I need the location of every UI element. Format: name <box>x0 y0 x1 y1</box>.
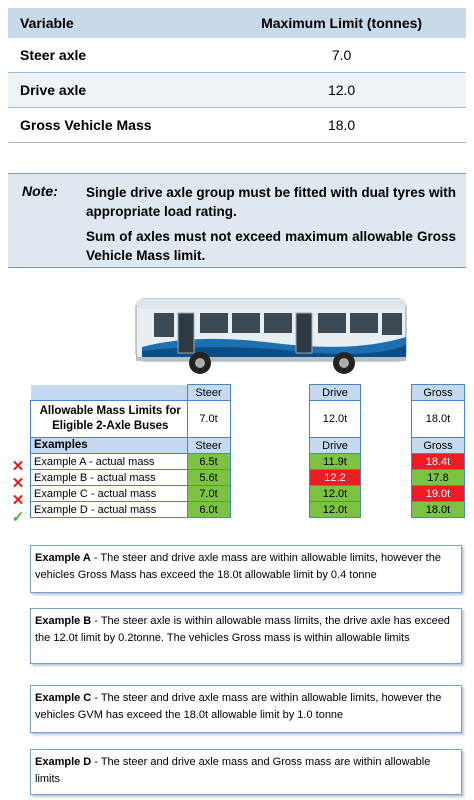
drive-value-over: 12.2 <box>309 469 361 486</box>
steer-value: 7.0t <box>186 485 231 502</box>
variable-header: Variable <box>8 8 218 38</box>
drive-limit: 12.0t <box>309 400 361 438</box>
example-title: Example D <box>35 756 92 768</box>
example-d-box: Example D - The steer and drive axle mas… <box>30 749 462 795</box>
example-title: Example B <box>35 615 92 627</box>
gross-mass-table: Gross 18.0t Gross 18.4t 17.8 19.0t 18.0t <box>411 384 465 518</box>
example-label: Example B - actual mass <box>30 469 188 486</box>
drive-value: 11.9t <box>309 453 361 470</box>
limit-cell: 18.0 <box>217 107 466 143</box>
axle-limits-table: Variable Maximum Limit (tonnes) Steer ax… <box>8 8 466 143</box>
limits-row: Drive axle 12.0 <box>8 72 466 108</box>
gross-value: 18.0t <box>411 501 465 518</box>
example-label: Example D - actual mass <box>30 501 188 518</box>
steer-header: Steer <box>186 384 231 401</box>
example-b-box: Example B - The steer axle is within all… <box>30 608 462 664</box>
gross-header: Gross <box>411 384 465 401</box>
example-a-box: Example A - The steer and drive axle mas… <box>30 545 462 593</box>
example-text: - The steer and drive axle mass are with… <box>35 692 442 721</box>
example-text: - The steer axle is within allowable mas… <box>35 615 450 644</box>
example-text: - The steer and drive axle mass are with… <box>35 552 441 581</box>
drive-value: 12.0t <box>309 501 361 518</box>
fail-cross-icon: ✕ <box>11 458 25 475</box>
steer-value: 6.5t <box>186 453 231 470</box>
limits-row: Steer axle 7.0 <box>8 38 466 73</box>
note-line: Sum of axles must not exceed maximum all… <box>86 229 456 263</box>
drive-header: Drive <box>309 384 361 401</box>
steer-mass-table: Steer Allowable Mass Limits for Eligible… <box>30 384 231 518</box>
gross-value-over: 18.4t <box>411 453 465 470</box>
note-box: Note: Single drive axle group must be fi… <box>8 173 466 268</box>
example-label: Example A - actual mass <box>30 453 188 470</box>
limits-row: Gross Vehicle Mass 18.0 <box>8 107 466 143</box>
gross-header: Gross <box>411 437 465 454</box>
allowable-limits-label: Allowable Mass Limits for Eligible 2-Axl… <box>30 400 188 438</box>
gross-value-over: 19.0t <box>411 485 465 502</box>
note-label: Note: <box>22 183 58 199</box>
steer-limit: 7.0t <box>186 400 231 438</box>
variable-cell: Steer axle <box>8 38 218 73</box>
maximum-limit-header: Maximum Limit (tonnes) <box>217 8 466 38</box>
variable-cell: Drive axle <box>8 72 218 108</box>
gross-value: 17.8 <box>411 469 465 486</box>
drive-header: Drive <box>309 437 361 454</box>
limit-cell: 12.0 <box>217 72 466 108</box>
bus-illustration <box>135 298 407 374</box>
examples-label: Examples <box>30 437 188 454</box>
gross-limit: 18.0t <box>411 400 465 438</box>
fail-cross-icon: ✕ <box>11 475 25 492</box>
steer-value: 5.6t <box>186 469 231 486</box>
example-label: Example C - actual mass <box>30 485 188 502</box>
steer-header: Steer <box>186 437 231 454</box>
limits-header-row: Variable Maximum Limit (tonnes) <box>8 8 466 38</box>
example-c-box: Example C - The steer and drive axle mas… <box>30 685 462 733</box>
variable-cell: Gross Vehicle Mass <box>8 107 218 143</box>
example-title: Example C <box>35 692 92 704</box>
example-title: Example A <box>35 552 91 564</box>
drive-mass-table: Drive 12.0t Drive 11.9t 12.2 12.0t 12.0t <box>309 384 361 518</box>
limit-cell: 7.0 <box>217 38 466 73</box>
example-text: - The steer and drive axle mass and Gros… <box>35 756 431 785</box>
drive-value: 12.0t <box>309 485 361 502</box>
steer-value: 6.0t <box>186 501 231 518</box>
note-line: Single drive axle group must be fitted w… <box>86 185 456 219</box>
fail-cross-icon: ✕ <box>11 492 25 509</box>
pass-check-icon: ✓ <box>11 509 25 526</box>
